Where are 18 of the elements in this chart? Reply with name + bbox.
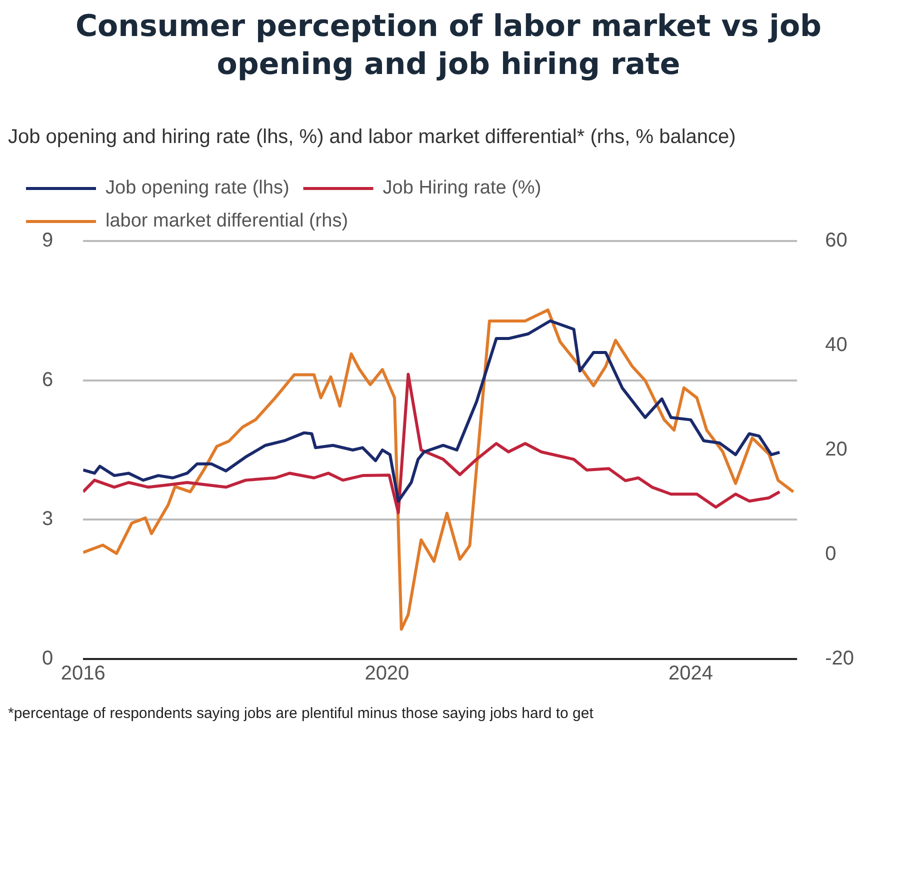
legend-label: labor market differential (rhs) <box>106 210 348 232</box>
y-tick-label: 0 <box>42 648 54 670</box>
legend-label: Job opening rate (lhs) <box>106 178 290 199</box>
y2-tick-label: 20 <box>825 438 848 461</box>
y-tick-label: 6 <box>42 368 54 391</box>
y-tick-label: 3 <box>42 508 54 530</box>
y2-tick-label: 40 <box>825 334 848 356</box>
y2-tick-label: 0 <box>825 543 836 566</box>
y2-tick-label: -20 <box>825 648 854 670</box>
x-tick-label: 2020 <box>364 662 410 685</box>
y2-tick-label: 60 <box>825 230 848 252</box>
x-tick-label: 2024 <box>668 662 714 685</box>
chart-subtitle: Job opening and hiring rate (lhs, %) and labor market differential* (rhs, % balance) <box>8 125 737 150</box>
x-tick-label: 2016 <box>60 662 106 685</box>
chart-title: Consumer perception of labor market vs job opening and job hiring rate <box>74 8 823 83</box>
legend-label: Job Hiring rate (%) <box>382 178 542 199</box>
y-tick-label: 9 <box>42 230 54 252</box>
text: *percentage of respondents saying jobs are plentiful minus those saying jobs hard to get <box>8 705 594 722</box>
